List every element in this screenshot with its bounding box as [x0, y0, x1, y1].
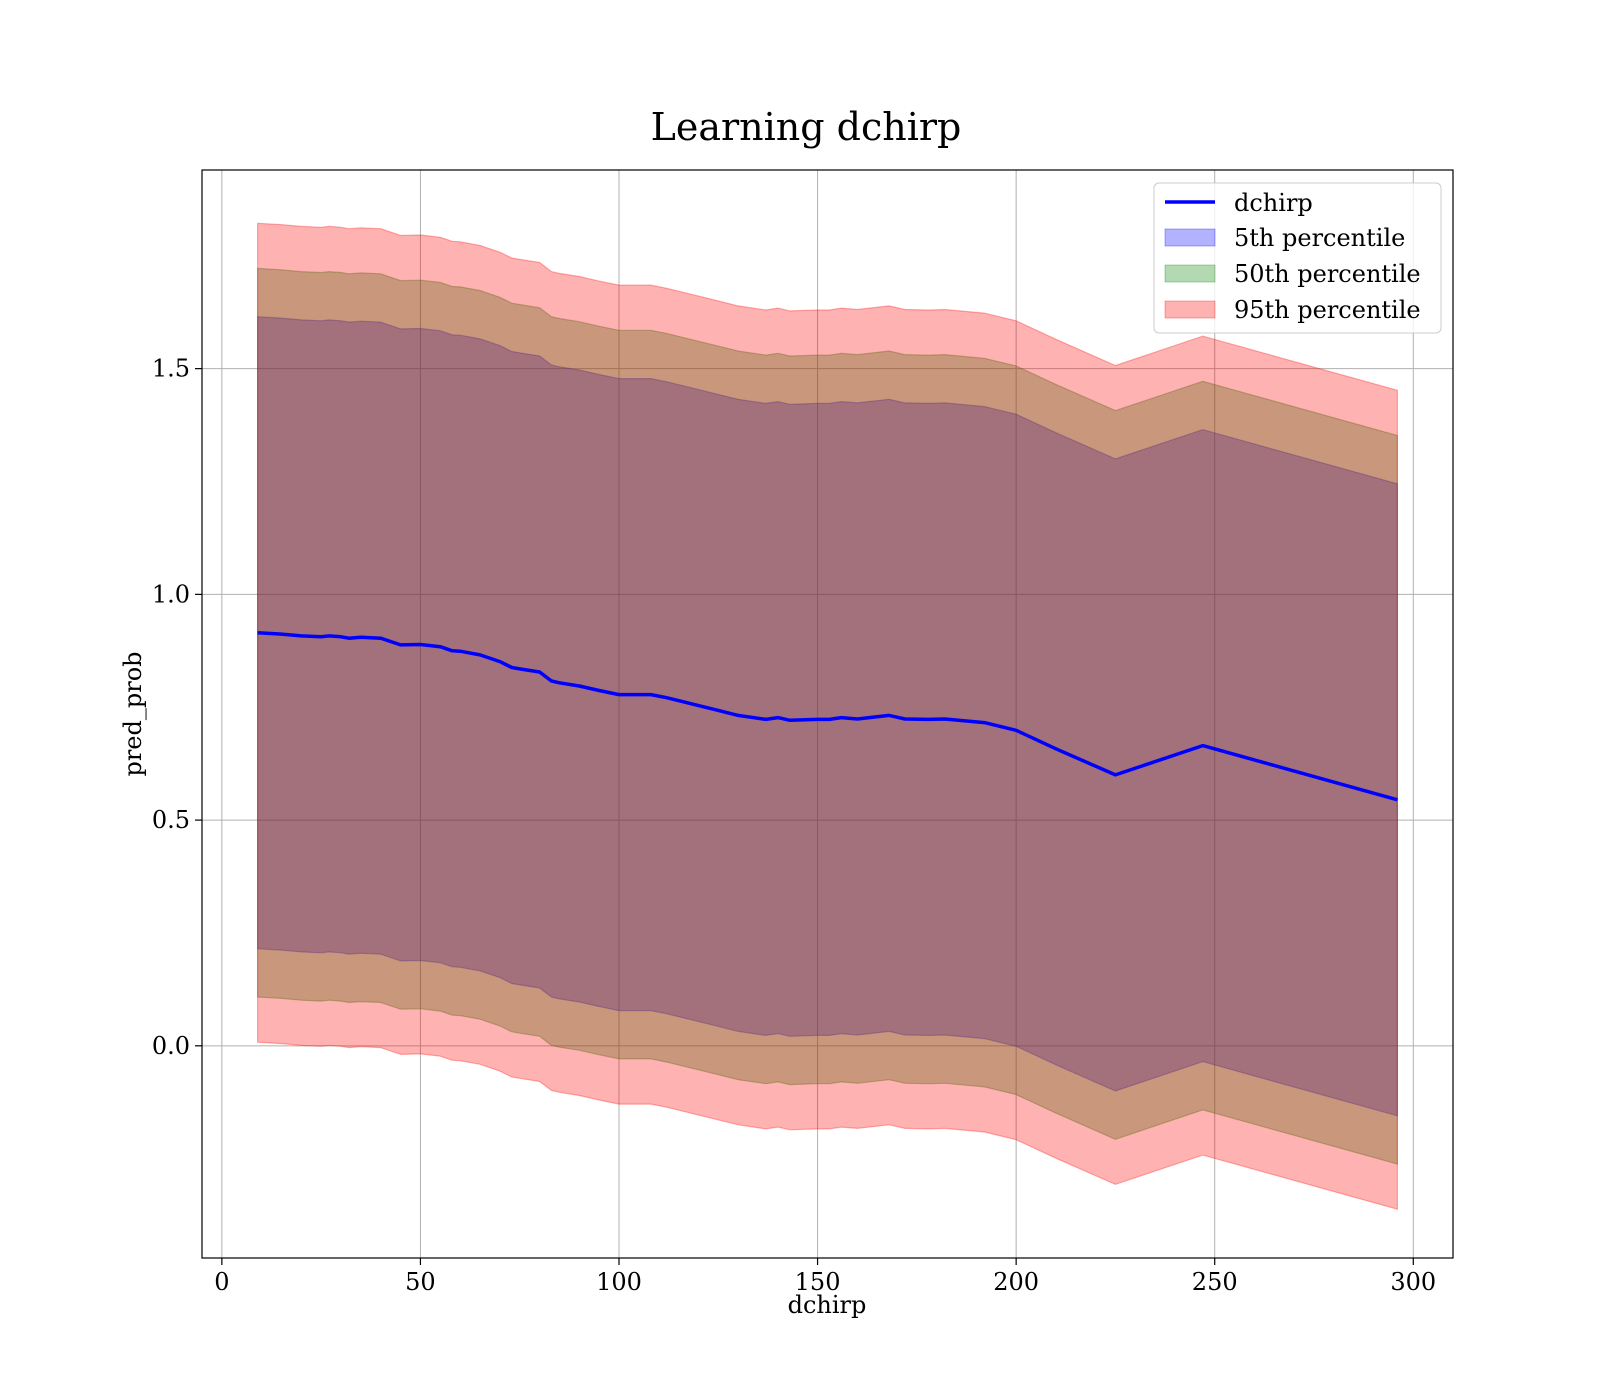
legend-frame: [1153, 182, 1442, 334]
x-tick-label: 300: [1390, 1268, 1436, 1296]
y-tick-label: 0.0: [152, 1032, 190, 1060]
chart-title: Learning dchirp: [651, 105, 962, 149]
grid: [202, 170, 1453, 1258]
y-tick-label: 1.0: [152, 580, 190, 608]
y-tick-label: 0.5: [152, 806, 190, 834]
x-tick-label: 100: [596, 1268, 642, 1296]
legend-swatch-95th: [1164, 300, 1216, 319]
x-tick-label: 150: [795, 1268, 841, 1296]
y-tick-label: 1.5: [152, 355, 190, 383]
legend-label-50th: 50th percentile: [1234, 260, 1421, 288]
x-tick-label: 50: [405, 1268, 436, 1296]
y-axis-ticks: 0.0 0.5 1.0 1.5: [152, 355, 202, 1060]
band-95th-percentile: [257, 222, 1398, 1210]
x-tick-label: 250: [1192, 1268, 1238, 1296]
band-5th-percentile: [257, 316, 1398, 1117]
legend-swatch-5th: [1164, 228, 1216, 247]
x-tick-label: 200: [993, 1268, 1039, 1296]
legend-swatch-50th: [1164, 264, 1216, 283]
percentile-bands: [257, 222, 1398, 1210]
y-axis-label: pred_prob: [119, 651, 147, 776]
legend-label-5th: 5th percentile: [1234, 224, 1405, 252]
band-50th-percentile: [257, 267, 1398, 1165]
dchirp-line: [257, 630, 1398, 802]
x-tick-label: 0: [214, 1268, 229, 1296]
plot-frame: [201, 169, 1454, 1259]
legend-label-95th: 95th percentile: [1234, 296, 1421, 324]
x-axis-label: dchirp: [788, 1291, 867, 1319]
legend: dchirp 5th percentile 50th percentile 95…: [1153, 182, 1442, 334]
x-axis-ticks: 0 50 100 150 200 250 300: [214, 1258, 1436, 1296]
line-series: [257, 630, 1398, 802]
legend-label-line: dchirp: [1234, 189, 1313, 217]
